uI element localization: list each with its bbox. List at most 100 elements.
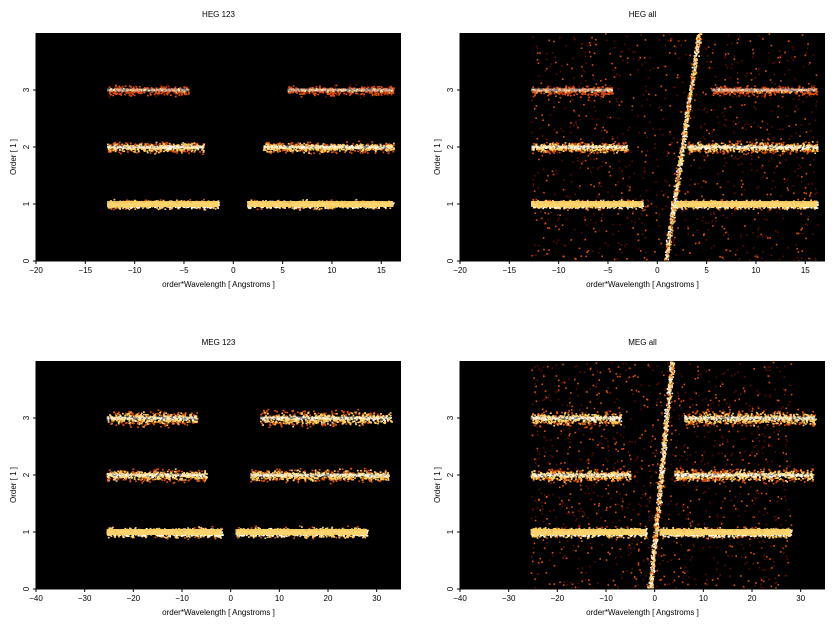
noise-pixel xyxy=(628,48,630,50)
band-pixel-order-1 xyxy=(535,198,538,201)
band-pixel-order-1 xyxy=(185,206,188,209)
band-pixel-order-2 xyxy=(144,148,147,151)
band-pixel-order-2 xyxy=(267,143,269,146)
noise-pixel xyxy=(749,40,752,42)
noise-pixel xyxy=(569,100,572,103)
noise-pixel xyxy=(648,93,650,96)
noise-pixel xyxy=(779,195,782,197)
band-pixel-order-2 xyxy=(154,153,156,155)
noise-pixel xyxy=(746,72,748,74)
noise-pixel xyxy=(689,178,692,181)
noise-pixel xyxy=(589,219,592,221)
band-pixel-order-2 xyxy=(126,144,129,146)
band-pixel-order-1 xyxy=(218,204,220,206)
noise-pixel xyxy=(602,137,605,140)
band-pixel-order-3 xyxy=(166,84,169,86)
noise-pixel xyxy=(646,199,649,201)
band-pixel-order-3 xyxy=(146,87,148,89)
band-pixel-order-1 xyxy=(708,206,711,209)
band-pixel-order-3 xyxy=(124,93,126,96)
noise-pixel xyxy=(642,93,645,96)
band-pixel-order-1 xyxy=(190,207,193,210)
band-pixel-order-3 xyxy=(347,90,349,93)
noise-pixel xyxy=(696,93,698,96)
band-pixel-order-3 xyxy=(150,86,153,89)
noise-pixel xyxy=(694,242,697,245)
noise-pixel xyxy=(701,195,703,198)
noise-pixel xyxy=(628,176,631,179)
noise-pixel xyxy=(703,108,705,111)
band-pixel-order-1 xyxy=(291,207,294,209)
noise-pixel xyxy=(538,75,541,77)
band-pixel-order-1 xyxy=(816,201,819,204)
band-pixel-order-2 xyxy=(158,143,161,146)
band-pixel-order-2 xyxy=(300,149,302,151)
noise-pixel xyxy=(816,141,819,143)
noise-pixel xyxy=(661,190,663,192)
band-pixel-order-2 xyxy=(387,152,390,155)
noise-pixel xyxy=(700,127,703,129)
noise-pixel xyxy=(646,136,649,139)
band-pixel-order-2 xyxy=(281,143,284,146)
noise-pixel xyxy=(776,165,778,167)
noise-pixel xyxy=(634,198,637,200)
noise-pixel xyxy=(803,198,806,200)
noise-pixel xyxy=(812,136,815,139)
noise-pixel xyxy=(724,231,727,234)
band-pixel-order-1 xyxy=(320,207,323,210)
noise-pixel xyxy=(580,47,583,49)
noise-pixel xyxy=(542,168,545,171)
band-pixel-order-1 xyxy=(298,207,301,210)
noise-pixel xyxy=(758,73,760,76)
band-pixel-order-2 xyxy=(180,150,183,152)
band-pixel-order-3 xyxy=(335,84,338,87)
band-pixel-order-3 xyxy=(311,91,314,93)
noise-pixel xyxy=(570,174,572,176)
noise-pixel xyxy=(572,77,575,80)
band-pixel-order-3 xyxy=(332,93,335,95)
noise-pixel xyxy=(690,164,692,167)
band-pixel-order-1 xyxy=(578,206,580,209)
noise-pixel xyxy=(722,115,725,117)
noise-pixel xyxy=(587,99,590,101)
band-pixel-order-2 xyxy=(322,143,325,145)
noise-pixel xyxy=(539,127,541,130)
noise-pixel xyxy=(794,77,796,80)
band-pixel-order-2 xyxy=(202,151,205,153)
noise-pixel xyxy=(664,179,667,182)
band-core-order-1 xyxy=(247,201,394,207)
noise-pixel xyxy=(673,45,676,47)
band-pixel-order-3 xyxy=(121,85,124,88)
noise-pixel xyxy=(556,172,558,175)
noise-pixel xyxy=(686,128,689,130)
band-pixel-order-3 xyxy=(135,85,138,88)
band-pixel-order-2 xyxy=(144,143,147,145)
noise-pixel xyxy=(767,237,769,239)
band-pixel-order-2 xyxy=(362,148,365,150)
noise-pixel xyxy=(555,242,558,244)
band-pixel-order-1 xyxy=(162,199,165,202)
band-pixel-order-1 xyxy=(333,206,336,209)
x-tick-label: 15 xyxy=(377,266,386,275)
noise-pixel xyxy=(660,242,663,245)
noise-pixel xyxy=(727,237,730,240)
band-pixel-order-3 xyxy=(161,91,164,93)
band-pixel-order-1 xyxy=(384,206,387,209)
noise-pixel xyxy=(707,46,710,48)
band-pixel-order-2 xyxy=(387,144,390,146)
noise-pixel xyxy=(741,104,743,106)
noise-pixel xyxy=(628,189,631,191)
band-pixel-order-2 xyxy=(136,152,138,154)
band-pixel-order-2 xyxy=(368,147,370,150)
band-pixel-order-2 xyxy=(326,148,329,150)
noise-pixel xyxy=(785,159,787,161)
band-pixel-order-1 xyxy=(615,206,617,209)
band-pixel-order-2 xyxy=(155,150,158,153)
noise-pixel xyxy=(595,43,597,46)
noise-pixel xyxy=(696,229,699,232)
band-pixel-order-2 xyxy=(199,151,201,153)
noise-pixel xyxy=(756,256,759,258)
noise-pixel xyxy=(769,79,772,81)
noise-pixel xyxy=(676,76,679,79)
noise-pixel xyxy=(753,106,756,108)
